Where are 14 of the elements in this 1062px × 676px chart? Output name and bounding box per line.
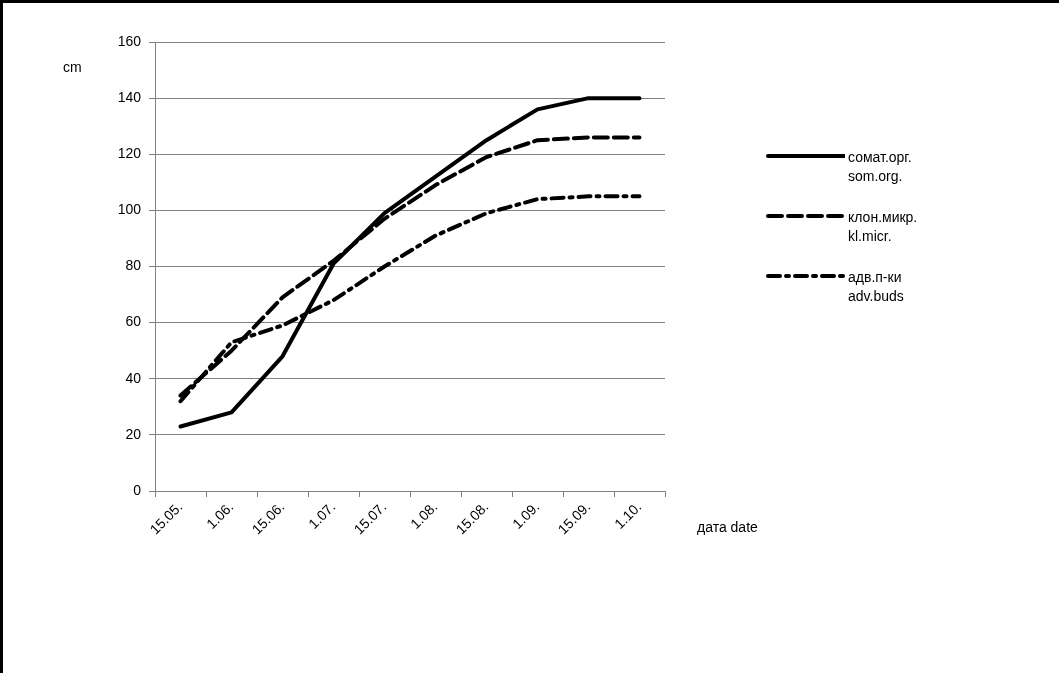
y-tick-label: 140 (117, 88, 142, 105)
y-tick-label: 20 (125, 425, 142, 442)
x-axis-title: дата date (697, 518, 759, 535)
text: адв.п-ки adv.buds (848, 268, 905, 306)
y-tick-label: 120 (117, 145, 142, 162)
y-axis-title: cm (63, 58, 82, 75)
y-tick-label: 40 (125, 369, 142, 386)
y-tick-label: 100 (117, 201, 142, 218)
y-tick-label: 60 (125, 313, 142, 330)
y-tick-label: 0 (133, 481, 142, 498)
text: клон.микр. kl.micr. (848, 208, 918, 246)
y-tick-label: 80 (125, 257, 142, 274)
y-tick-label: 160 (117, 32, 142, 49)
text: сомат.орг. som.org. (848, 148, 913, 186)
